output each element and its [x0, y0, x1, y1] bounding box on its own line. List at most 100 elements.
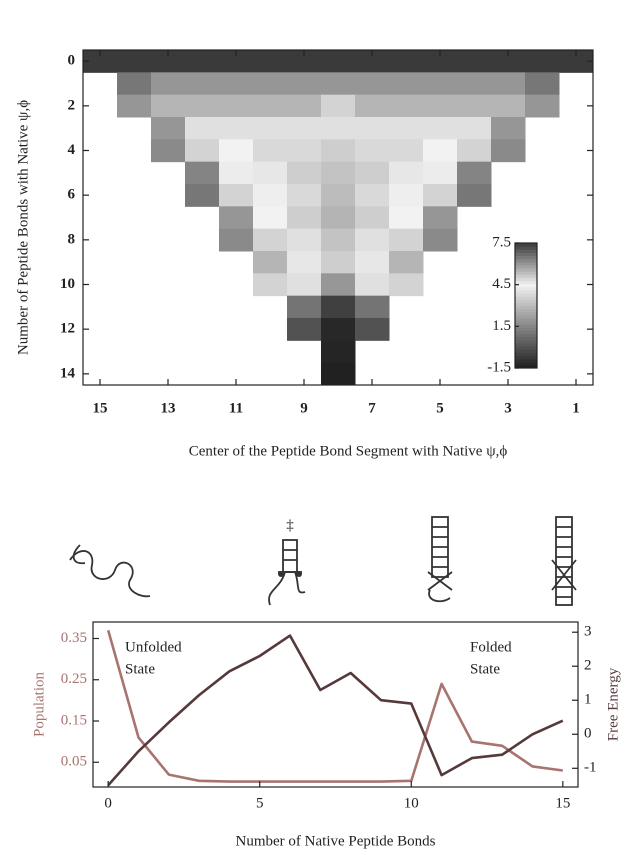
- heat-cell: [185, 139, 220, 163]
- heat-cell: [389, 117, 424, 140]
- x-tick-label: 15: [555, 795, 570, 811]
- heat-cell: [321, 161, 356, 185]
- heat-cell: [423, 139, 458, 163]
- heat-cell: [151, 117, 186, 140]
- y2-tick-label: 1: [584, 692, 592, 708]
- colorbar-step: [515, 361, 537, 366]
- heat-cell: [185, 72, 220, 96]
- y-tick-label: 4: [68, 142, 76, 158]
- colorbar-step: [515, 311, 537, 316]
- colorbar-step: [515, 243, 537, 247]
- heat-cell: [287, 94, 322, 118]
- colorbar-step: [515, 352, 537, 356]
- colorbar-step: [515, 355, 537, 360]
- heat-cell: [355, 139, 390, 163]
- unfolded-cartoon: [69, 550, 151, 598]
- heat-cell: [355, 273, 390, 297]
- x-tick-label: 11: [229, 400, 243, 416]
- heat-cell: [253, 72, 288, 96]
- heat-cell: [253, 117, 288, 140]
- heat-cell: [287, 117, 322, 140]
- heat-cell: [219, 161, 254, 185]
- heat-cell: [287, 228, 322, 252]
- heat-cell: [355, 72, 390, 96]
- heat-cell: [253, 206, 288, 230]
- y-tick-label: 2: [68, 97, 76, 113]
- y2-tick-label: 3: [584, 624, 592, 640]
- heat-cell: [117, 94, 152, 118]
- heat-cell: [287, 184, 322, 207]
- heat-cell: [287, 295, 322, 319]
- heat-cell: [389, 72, 424, 96]
- heat-cell: [321, 295, 356, 319]
- colorbar-step: [515, 299, 537, 303]
- colorbar-step: [515, 346, 537, 350]
- y-axis-label: Population: [31, 672, 47, 738]
- heat-cell: [355, 228, 390, 252]
- heat-cell: [423, 50, 458, 73]
- heat-cell: [219, 139, 254, 163]
- colorbar-step: [515, 330, 537, 335]
- heat-cell: [355, 50, 390, 73]
- heat-cell: [423, 94, 458, 118]
- colorbar-step: [515, 274, 537, 278]
- heat-cell: [151, 50, 186, 73]
- heat-cell: [287, 139, 322, 163]
- y2-tick-label: 2: [584, 658, 592, 674]
- y-tick-label: 10: [60, 276, 75, 292]
- heat-cell: [185, 94, 220, 118]
- heat-cell: [355, 318, 390, 341]
- heat-cell: [457, 139, 492, 163]
- plot-frame: [82, 49, 594, 386]
- state-label: Folded: [470, 639, 512, 655]
- heat-cell: [219, 72, 254, 96]
- ladder-strands: [551, 526, 577, 598]
- heat-cell: [491, 117, 526, 140]
- heat-cell: [321, 139, 356, 163]
- heat-cell: [389, 206, 424, 230]
- colorbar-step: [515, 246, 537, 250]
- colorbar-step: [515, 327, 537, 331]
- colorbar-tick-label: 4.5: [492, 276, 511, 292]
- heat-cell: [525, 72, 560, 96]
- heat-cell: [423, 117, 458, 140]
- heat-cell: [253, 228, 288, 252]
- heat-cell: [321, 228, 356, 252]
- x-axis-label: Center of the Peptide Bond Segment with …: [189, 443, 508, 459]
- x-tick-label: 15: [93, 400, 108, 416]
- heat-cell: [253, 94, 288, 118]
- heat-cell: [83, 50, 118, 73]
- x-tick-label: 10: [404, 795, 419, 811]
- heat-cell: [457, 50, 492, 73]
- heat-cell: [457, 184, 492, 207]
- y-tick-label: 8: [68, 231, 76, 247]
- heat-cell: [491, 139, 526, 163]
- x-tick-label: 5: [256, 795, 264, 811]
- heat-cell: [559, 50, 594, 73]
- colorbar-step: [515, 261, 537, 266]
- heat-cell: [287, 206, 322, 230]
- heat-cell: [355, 251, 390, 274]
- heat-cell: [321, 72, 356, 96]
- colorbar-step: [515, 271, 537, 275]
- cartoons: [69, 516, 577, 606]
- colorbar-step: [515, 318, 537, 322]
- heat-cell: [321, 50, 356, 73]
- heat-cell: [355, 206, 390, 230]
- colorbar-step: [515, 308, 537, 313]
- state-label: State: [125, 661, 155, 677]
- heat-cell: [219, 117, 254, 140]
- knot: [296, 571, 302, 577]
- colorbar-step: [515, 280, 537, 285]
- colorbar-step: [515, 349, 537, 353]
- heat-cell: [253, 161, 288, 185]
- heat-cell: [321, 117, 356, 140]
- colorbar-step: [515, 321, 537, 325]
- colorbar-step: [515, 277, 537, 281]
- heat-cell: [389, 184, 424, 207]
- heat-cell: [389, 50, 424, 73]
- colorbar-tick-label: -1.5: [487, 359, 511, 375]
- x-tick-label: 5: [436, 400, 444, 416]
- heat-cell: [151, 94, 186, 118]
